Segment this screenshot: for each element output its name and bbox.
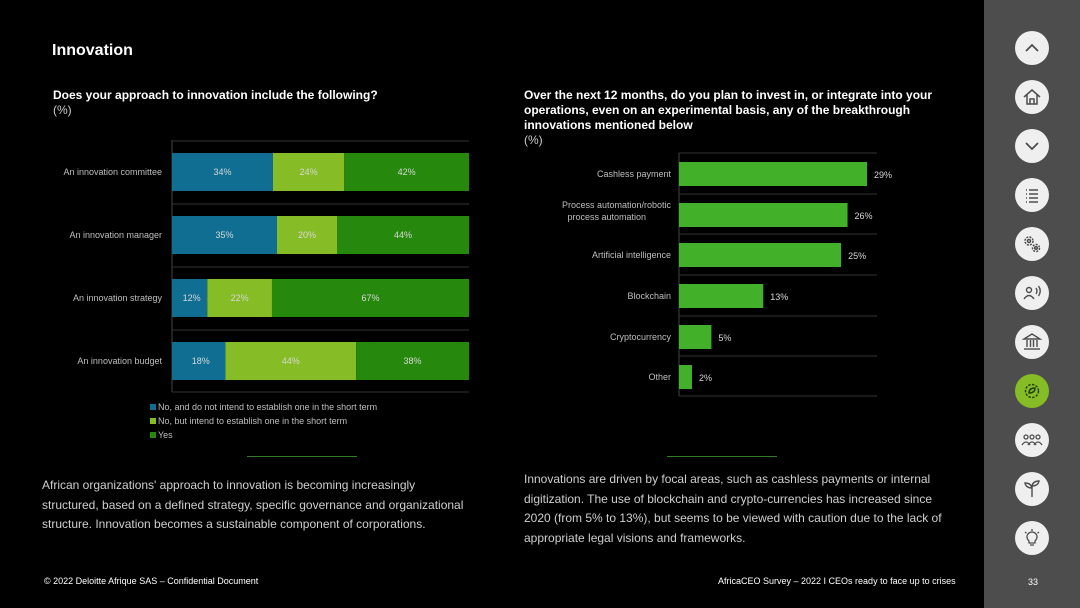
operations-nav-button[interactable] bbox=[1015, 227, 1049, 261]
data-label: 20% bbox=[298, 230, 316, 240]
category-label: Artificial intelligence bbox=[592, 250, 671, 260]
legend-item: No, but intend to establish one in the s… bbox=[150, 414, 377, 428]
data-label: 2% bbox=[699, 373, 712, 383]
data-label: 12% bbox=[183, 293, 201, 303]
community-nav-button[interactable] bbox=[1015, 423, 1049, 457]
page-number: 33 bbox=[1028, 577, 1039, 587]
people-nav-button[interactable] bbox=[1015, 276, 1049, 310]
right-question-unit: (%) bbox=[524, 133, 543, 147]
bar bbox=[679, 243, 842, 267]
institutions-nav-button[interactable] bbox=[1015, 325, 1049, 359]
bar-segment bbox=[272, 153, 345, 191]
up-nav-button[interactable] bbox=[1015, 31, 1049, 65]
data-label: 34% bbox=[213, 167, 231, 177]
right-divider bbox=[667, 456, 777, 457]
bar-segment bbox=[172, 279, 208, 317]
data-label: 38% bbox=[404, 356, 422, 366]
data-label: 26% bbox=[855, 211, 873, 221]
ideas-nav-button[interactable] bbox=[1015, 521, 1049, 555]
chevron-up-icon bbox=[1025, 43, 1039, 52]
gears-icon bbox=[1024, 236, 1041, 253]
bar-segment bbox=[344, 153, 469, 191]
home-icon bbox=[1023, 89, 1041, 105]
bar bbox=[679, 284, 764, 308]
legend-label: Yes bbox=[158, 430, 173, 440]
bar-segment bbox=[277, 216, 337, 254]
data-label: 18% bbox=[192, 356, 210, 366]
category-label: Blockchain bbox=[627, 291, 671, 301]
legend-label: No, but intend to establish one in the s… bbox=[158, 416, 348, 426]
bar-segment bbox=[337, 216, 469, 254]
bar bbox=[679, 325, 712, 349]
page-title: Innovation bbox=[52, 42, 133, 59]
left-question-unit: (%) bbox=[53, 103, 72, 117]
category-label: An innovation strategy bbox=[73, 293, 163, 303]
data-label: 42% bbox=[398, 167, 416, 177]
data-label: 13% bbox=[770, 292, 788, 302]
data-label: 44% bbox=[282, 356, 300, 366]
bar-segment bbox=[207, 279, 272, 317]
category-label: Cryptocurrency bbox=[610, 332, 672, 342]
category-label: An innovation committee bbox=[63, 167, 162, 177]
chevron-down-icon bbox=[1025, 142, 1039, 151]
data-label: 67% bbox=[361, 293, 379, 303]
category-label: An innovation manager bbox=[69, 230, 162, 240]
bar bbox=[679, 162, 867, 186]
down-nav-button[interactable] bbox=[1015, 129, 1049, 163]
bank-icon bbox=[1021, 333, 1043, 350]
bar bbox=[679, 203, 848, 227]
category-label: Other bbox=[648, 372, 671, 382]
right-commentary: Innovations are driven by focal areas, s… bbox=[524, 472, 942, 545]
legend-swatch bbox=[150, 432, 156, 438]
sustainability-nav-button[interactable] bbox=[1015, 472, 1049, 506]
left-question: Does your approach to innovation include… bbox=[53, 88, 473, 118]
gear-leaf-icon bbox=[1024, 383, 1040, 399]
data-label: 44% bbox=[394, 230, 412, 240]
data-label: 24% bbox=[300, 167, 318, 177]
category-label: Cashless payment bbox=[597, 169, 672, 179]
data-label: 35% bbox=[215, 230, 233, 240]
left-question-text: Does your approach to innovation include… bbox=[53, 88, 378, 102]
left-commentary: African organizations' approach to innov… bbox=[42, 478, 464, 531]
category-label: Process automation/robotic process automa… bbox=[562, 200, 672, 222]
footer-copyright: © 2022 Deloitte Afrique SAS – Confidenti… bbox=[44, 576, 259, 586]
category-label: An innovation budget bbox=[77, 356, 162, 366]
contents-nav-button[interactable] bbox=[1015, 178, 1049, 212]
people-group-icon bbox=[1021, 434, 1043, 446]
left-divider bbox=[247, 456, 357, 457]
home-nav-button[interactable] bbox=[1015, 80, 1049, 114]
bar-segment bbox=[172, 216, 277, 254]
data-label: 29% bbox=[874, 170, 892, 180]
bar-segment bbox=[225, 342, 357, 380]
data-label: 5% bbox=[718, 333, 731, 343]
lightbulb-icon bbox=[1024, 529, 1040, 546]
right-question: Over the next 12 months, do you plan to … bbox=[524, 88, 954, 148]
chart-legend: No, and do not intend to establish one i… bbox=[150, 400, 377, 442]
legend-label: No, and do not intend to establish one i… bbox=[158, 402, 378, 412]
footer-report-title: AfricaCEO Survey – 2022 I CEOs ready to … bbox=[718, 576, 956, 586]
right-question-text: Over the next 12 months, do you plan to … bbox=[524, 88, 933, 132]
data-label: 25% bbox=[848, 251, 866, 261]
speaking-person-icon bbox=[1023, 285, 1041, 300]
bar-segment bbox=[356, 342, 469, 380]
bar bbox=[679, 365, 692, 389]
bar-segment bbox=[172, 342, 226, 380]
bar-segment bbox=[172, 153, 273, 191]
plant-icon bbox=[1024, 480, 1040, 497]
legend-item: Yes bbox=[150, 428, 377, 442]
legend-swatch bbox=[150, 418, 156, 424]
legend-item: No, and do not intend to establish one i… bbox=[150, 400, 377, 414]
bar-segment bbox=[271, 279, 469, 317]
data-label: 22% bbox=[231, 293, 249, 303]
legend-swatch bbox=[150, 404, 156, 410]
list-icon bbox=[1026, 189, 1038, 203]
innovation-nav-button[interactable] bbox=[1015, 374, 1049, 408]
